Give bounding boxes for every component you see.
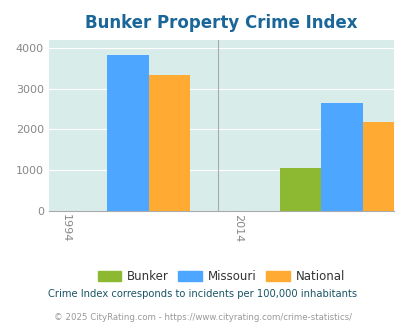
Title: Bunker Property Crime Index: Bunker Property Crime Index	[85, 15, 357, 32]
Bar	[362, 122, 403, 211]
Bar	[107, 55, 148, 211]
Text: Crime Index corresponds to incidents per 100,000 inhabitants: Crime Index corresponds to incidents per…	[48, 289, 357, 299]
Bar	[148, 75, 190, 211]
Legend: Bunker, Missouri, National: Bunker, Missouri, National	[93, 265, 349, 288]
Bar	[279, 168, 321, 211]
Text: © 2025 CityRating.com - https://www.cityrating.com/crime-statistics/: © 2025 CityRating.com - https://www.city…	[54, 313, 351, 322]
Bar	[321, 103, 362, 211]
